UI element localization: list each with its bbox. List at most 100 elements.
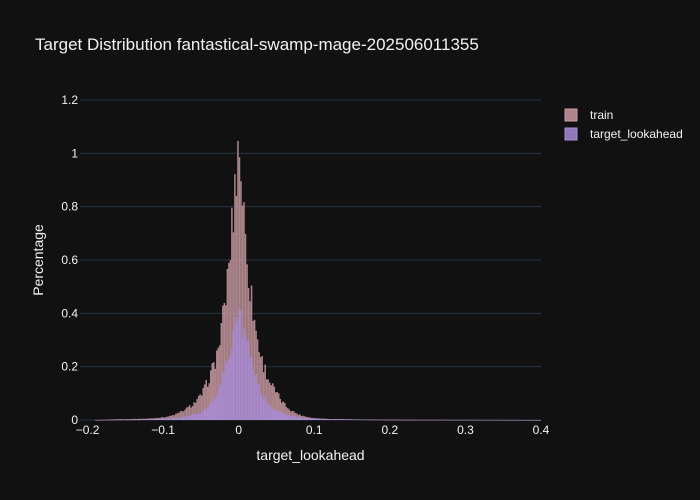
- histogram-bar: [355, 419, 357, 420]
- histogram-bar: [267, 404, 269, 420]
- histogram-bar: [267, 379, 269, 420]
- histogram-bar: [501, 419, 504, 421]
- x-tick-label: 0.4: [533, 423, 550, 437]
- histogram-bar: [226, 268, 229, 420]
- histogram-bar: [232, 232, 235, 420]
- legend-item-train[interactable]: train: [564, 108, 613, 122]
- histogram-bar: [199, 394, 201, 420]
- legend[interactable]: train target_lookahead: [564, 108, 683, 141]
- legend-label: train: [590, 108, 613, 122]
- histogram-bar: [356, 419, 359, 421]
- histogram-bar: [167, 418, 170, 420]
- histogram-bar: [457, 419, 460, 421]
- histogram-bar: [294, 416, 297, 420]
- histogram-bar: [148, 419, 150, 420]
- histogram-bar: [400, 419, 402, 421]
- histogram-bar: [278, 411, 280, 420]
- histogram-bar: [444, 419, 446, 421]
- histogram-bar: [323, 418, 325, 420]
- histogram-bar: [489, 419, 492, 421]
- histogram-bar: [208, 405, 210, 420]
- histogram-bar: [401, 419, 404, 421]
- histogram-bar: [450, 419, 452, 421]
- histogram-bar: [235, 324, 238, 420]
- histogram-bar: [258, 382, 260, 420]
- histogram-bar: [146, 418, 149, 420]
- histogram-bar: [123, 419, 126, 420]
- histogram-bar: [169, 415, 171, 420]
- histogram-bar: [134, 419, 136, 421]
- histogram-bar: [439, 419, 442, 421]
- histogram-bar: [429, 419, 431, 421]
- histogram-bar: [436, 419, 439, 421]
- histogram-bar: [243, 202, 245, 420]
- histogram-bar: [253, 376, 256, 420]
- histogram-bar: [524, 419, 526, 421]
- histogram-bar: [274, 409, 277, 420]
- histogram-bar: [418, 419, 421, 421]
- histogram-bar: [166, 418, 168, 420]
- histogram-bar: [466, 419, 469, 421]
- x-axis-title: target_lookahead: [256, 447, 364, 463]
- histogram-bar: [270, 385, 272, 420]
- histogram-bar: [352, 419, 354, 421]
- histogram-bar: [193, 402, 195, 420]
- histogram-bar: [397, 419, 399, 421]
- x-tick-label: −0.2: [76, 423, 100, 437]
- histogram-bar: [220, 322, 223, 420]
- histogram-bar: [528, 419, 531, 421]
- histogram-bar: [104, 419, 106, 421]
- y-tick-label: 0: [71, 413, 78, 427]
- histogram-bar: [237, 317, 239, 420]
- histogram-bar: [451, 419, 454, 421]
- histogram-bar: [148, 418, 150, 420]
- histogram-bar: [359, 419, 362, 421]
- histogram-bar: [364, 419, 366, 421]
- histogram-bar: [262, 372, 265, 420]
- histogram-bar: [140, 418, 142, 420]
- histogram-bar: [406, 419, 408, 421]
- histogram-bar: [427, 419, 430, 421]
- histogram-bar: [303, 417, 306, 420]
- histogram-bar: [107, 419, 109, 421]
- histogram-bar: [471, 419, 473, 421]
- histogram-bar: [211, 401, 214, 420]
- histogram-bar: [110, 419, 112, 421]
- histogram-bar: [392, 419, 395, 421]
- histogram-bar: [138, 419, 141, 421]
- histogram-bar: [146, 419, 149, 421]
- histogram-bar: [324, 418, 327, 420]
- histogram-bar: [306, 418, 309, 420]
- histogram-bar: [432, 419, 434, 421]
- histogram-bar: [417, 419, 419, 421]
- histogram-bar: [462, 419, 464, 421]
- legend-item-target_lookahead[interactable]: target_lookahead: [564, 127, 683, 141]
- histogram-bar: [228, 358, 230, 420]
- histogram-bar: [320, 418, 322, 420]
- histogram-bar: [395, 419, 398, 421]
- histogram-bar: [290, 416, 292, 420]
- histogram-bar: [299, 416, 301, 420]
- histogram-bar: [116, 419, 118, 421]
- histogram-bar: [113, 419, 115, 420]
- histogram-bar: [243, 327, 245, 420]
- histogram-bar: [268, 406, 271, 420]
- histogram-bar: [164, 418, 167, 420]
- histogram-bar: [358, 419, 360, 421]
- histogram-bar: [179, 411, 182, 420]
- histogram-bar: [111, 419, 114, 421]
- histogram-bar: [187, 406, 189, 420]
- histogram-bar: [119, 419, 121, 421]
- histogram-bar: [214, 368, 217, 420]
- histogram-bar: [137, 418, 139, 420]
- histogram-bar: [175, 413, 177, 420]
- histogram-bar: [285, 414, 288, 420]
- histogram-bar: [200, 395, 203, 420]
- histogram-bar: [537, 419, 540, 421]
- histogram-bar: [143, 418, 145, 420]
- histogram-bar: [191, 414, 194, 420]
- histogram-bar: [474, 419, 477, 421]
- histogram-bar: [157, 417, 159, 420]
- histogram-bar: [217, 347, 220, 420]
